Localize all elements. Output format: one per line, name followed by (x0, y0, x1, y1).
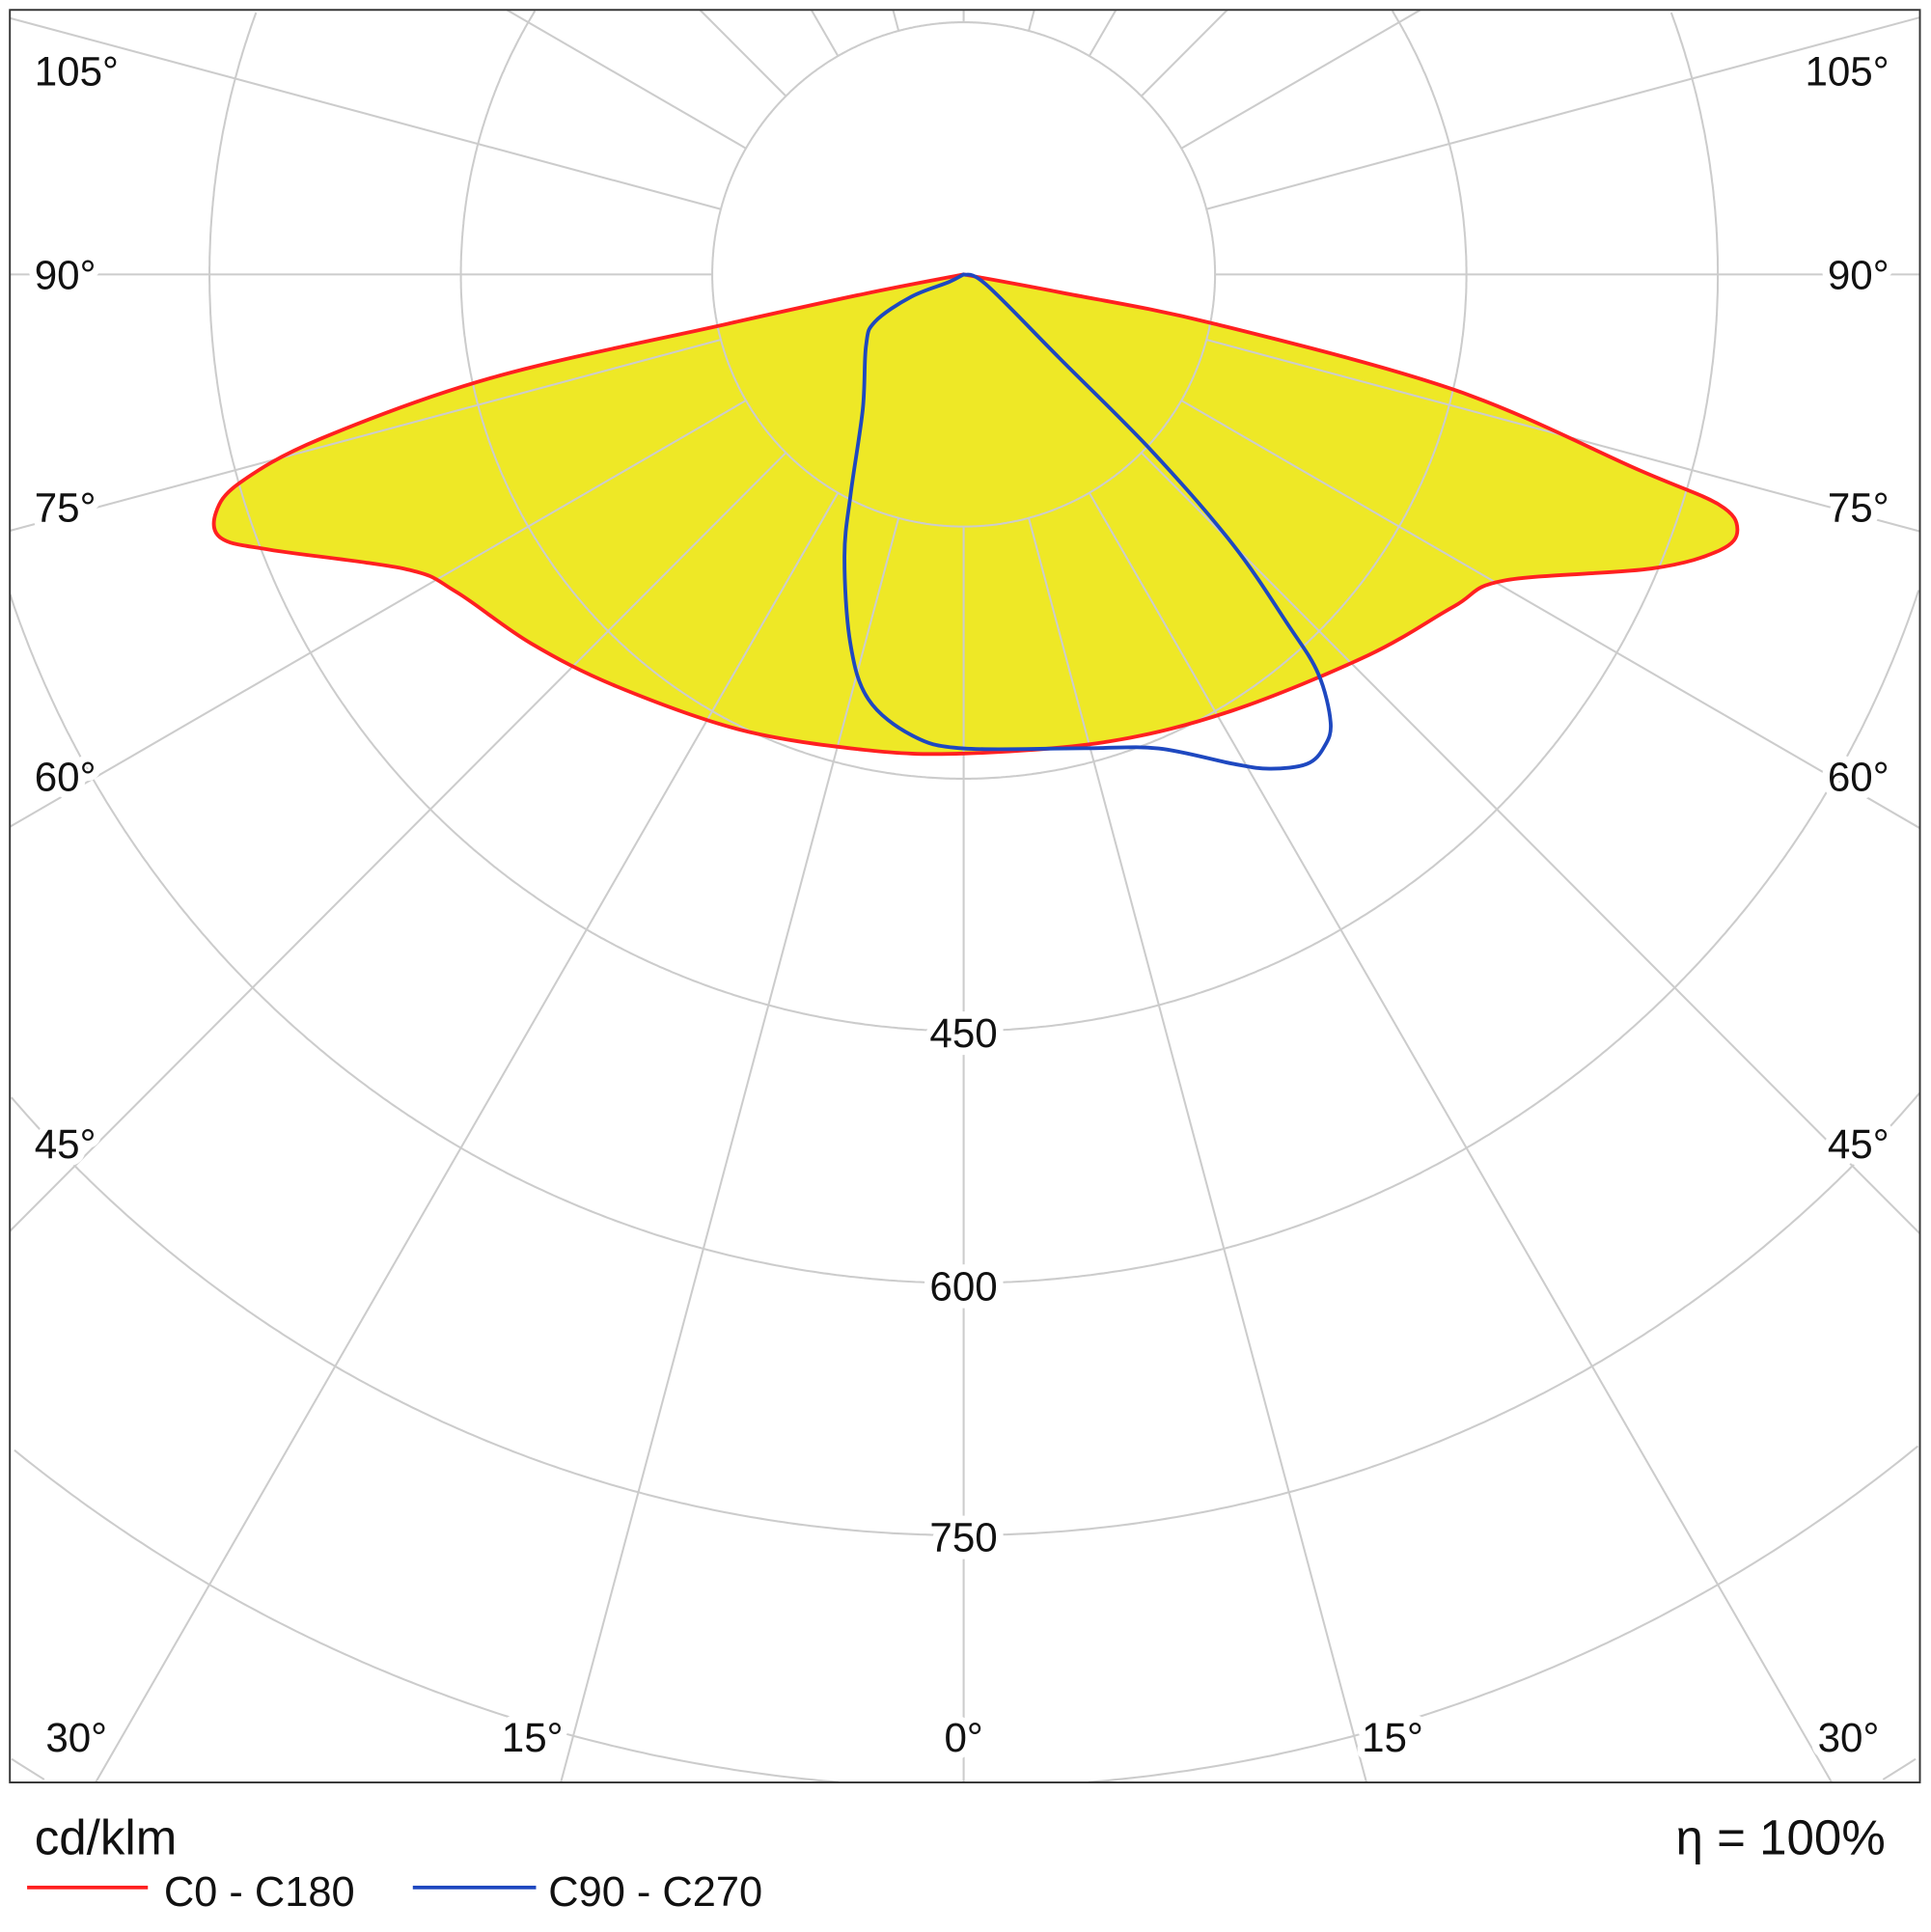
grid-circle-900 (14, 1445, 1919, 1783)
angle-label-90-right: 90° (1828, 253, 1890, 298)
grid-radial-135 (1141, 9, 1228, 97)
angle-label-105-right: 105° (1805, 48, 1889, 94)
grid (9, 9, 1921, 1783)
grid-radial-15 (1028, 517, 1368, 1783)
grid-radial-315 (9, 452, 787, 1232)
angle-label-60-right: 60° (1828, 755, 1890, 800)
plot-frame (9, 9, 1921, 1783)
grid-radial-240 (506, 9, 747, 150)
grid-radial-210 (810, 9, 840, 57)
series-fill-0 (213, 274, 1738, 755)
grid-radial-225 (699, 9, 787, 97)
angle-label-15-left: 15° (502, 1715, 564, 1760)
grid-radial-255 (9, 16, 722, 210)
grid-radial-330 (95, 492, 840, 1783)
grid-radial-345 (560, 517, 900, 1783)
angle-label-75-right: 75° (1828, 484, 1890, 530)
grid-circle-1050 (11, 1757, 1917, 1780)
grid-circle-600 (9, 590, 1920, 1284)
series-line-c90-c270 (842, 272, 1333, 771)
legend-label-c90-c270: C90 - C270 (548, 1869, 762, 1916)
grid-radial-150 (1088, 9, 1117, 57)
grid-radial-300 (9, 400, 747, 828)
angle-label-45-right: 45° (1828, 1121, 1890, 1167)
curves (211, 272, 1740, 771)
grid-radial-285 (9, 338, 722, 532)
angle-label-90-left: 90° (35, 253, 97, 298)
grid-radial-105 (1205, 16, 1920, 210)
radial-label-600: 600 (929, 1263, 997, 1309)
angle-label-105-left: 105° (35, 48, 119, 94)
series-line-c0-c180 (211, 272, 1740, 757)
grid-circle-450 (208, 12, 1720, 1033)
angle-label-0: 0° (944, 1715, 982, 1760)
grid-radial-60 (1180, 400, 1921, 830)
angle-label-75-left: 75° (35, 484, 97, 530)
grid-radial-165 (1028, 9, 1035, 32)
grid-radial-120 (1180, 9, 1421, 150)
fill-layer (213, 274, 1738, 755)
unit-label: cd/klm (35, 1809, 178, 1864)
efficiency-label: η = 100% (1676, 1809, 1886, 1864)
angle-label-30-left: 30° (45, 1715, 107, 1760)
grid-radial-30 (1088, 492, 1833, 1783)
angle-label-15-right: 15° (1362, 1715, 1423, 1760)
radial-label-450: 450 (929, 1010, 997, 1056)
angle-label-30-right: 30° (1818, 1715, 1880, 1760)
angle-label-60-left: 60° (35, 755, 97, 800)
grid-radial-45 (1141, 452, 1921, 1235)
radial-label-750: 750 (929, 1514, 997, 1559)
angle-label-45-left: 45° (35, 1121, 97, 1167)
legend-label-c0-c180: C0 - C180 (164, 1869, 355, 1916)
grid-circle-750 (11, 1092, 1920, 1536)
grid-radial-195 (892, 9, 900, 32)
